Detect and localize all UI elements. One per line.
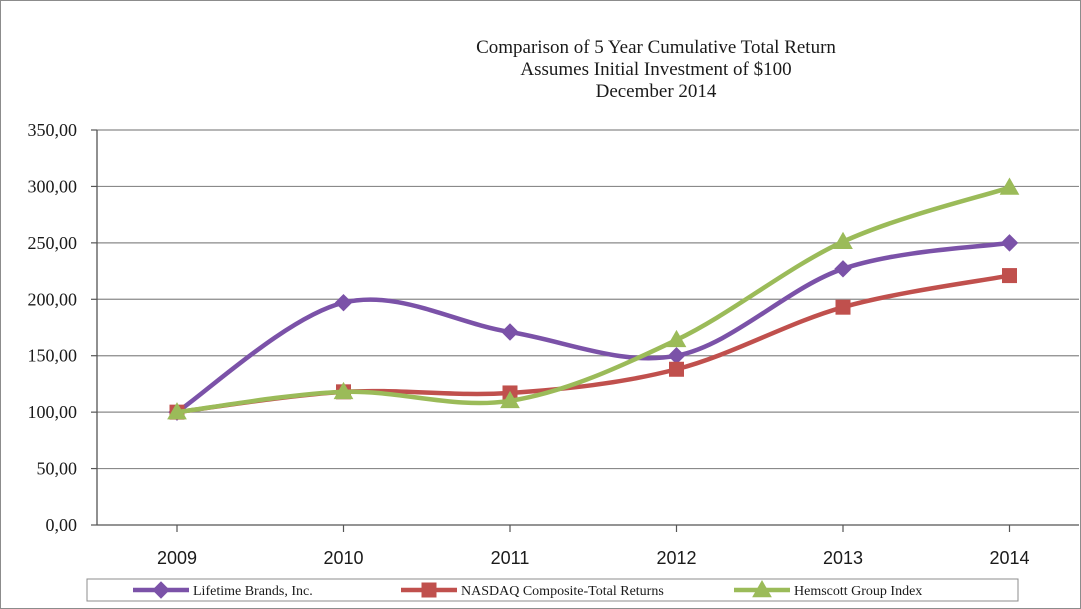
nasdaq-composite-marker	[669, 361, 684, 377]
legend-label: NASDAQ Composite-Total Returns	[461, 584, 664, 599]
legend-label: Lifetime Brands, Inc.	[193, 584, 313, 599]
x-tick-label: 2009	[157, 548, 197, 568]
hemscott-group-line	[174, 185, 1012, 415]
hemscott-group-series	[167, 177, 1020, 420]
lifetime-brands-marker	[834, 260, 852, 278]
y-tick-label: 200,00	[28, 289, 78, 309]
chart-title-line: Comparison of 5 Year Cumulative Total Re…	[476, 37, 836, 58]
x-axis-tick-labels: 2009 2010 2011 2012 2013 2014	[157, 548, 1030, 568]
nasdaq-composite-marker	[835, 299, 851, 315]
lifetime-brands-marker	[501, 323, 519, 341]
lifetime-brands-marker	[334, 293, 353, 312]
nasdaq-composite-line	[174, 273, 1012, 415]
legend-hemscott-group-marker	[752, 579, 772, 598]
legend-box	[86, 578, 1019, 602]
lifetime-brands-marker	[1000, 234, 1019, 252]
legend-item-hemscott-group: Hemscott Group Index	[734, 579, 922, 599]
nasdaq-composite-marker	[1002, 268, 1017, 284]
legend-lifetime-brands-marker	[152, 581, 170, 599]
y-tick-label: 300,00	[28, 176, 78, 196]
y-tick-label: 0,00	[46, 515, 78, 535]
chart-title: Comparison of 5 Year Cumulative Total Re…	[476, 37, 836, 102]
x-tick-label: 2011	[491, 548, 530, 568]
hemscott-group-marker	[666, 329, 687, 348]
chart-title-line: Assumes Initial Investment of $100	[520, 59, 791, 80]
hemscott-group-marker	[333, 381, 354, 400]
legend-nasdaq-composite-marker	[421, 582, 437, 598]
lifetime-brands-series	[168, 234, 1019, 421]
hemscott-group-marker	[833, 231, 853, 249]
x-tick-label: 2014	[989, 548, 1029, 568]
hemscott-group-marker	[999, 177, 1020, 195]
axes	[91, 129, 1079, 532]
y-tick-label: 250,00	[28, 233, 78, 253]
y-tick-label: 150,00	[28, 346, 78, 366]
legend: Lifetime Brands, Inc. NASDAQ Composite-To…	[86, 578, 1019, 602]
y-tick-label: 50,00	[37, 459, 78, 479]
hemscott-group-marker	[167, 402, 187, 420]
x-tick-label: 2013	[823, 548, 863, 568]
y-axis-tick-labels: 0,00 50,00 100,00 150,00 200,00 250,00 300,00 3…	[28, 120, 78, 535]
legend-item-nasdaq-composite: NASDAQ Composite-Total Returns	[401, 582, 664, 599]
gridlines	[97, 129, 1079, 470]
x-tick-label: 2012	[656, 548, 696, 568]
legend-label: Hemscott Group Index	[794, 584, 922, 599]
y-tick-label: 350,00	[28, 120, 78, 140]
y-tick-label: 100,00	[28, 402, 78, 422]
lifetime-brands-line	[174, 240, 1012, 415]
legend-item-lifetime-brands: Lifetime Brands, Inc.	[133, 581, 313, 599]
chart-title-line: December 2014	[596, 81, 717, 102]
lifetime-brands-marker	[667, 347, 686, 365]
series-lines	[167, 177, 1020, 421]
hemscott-group-marker	[500, 390, 520, 409]
x-tick-label: 2010	[323, 548, 363, 568]
